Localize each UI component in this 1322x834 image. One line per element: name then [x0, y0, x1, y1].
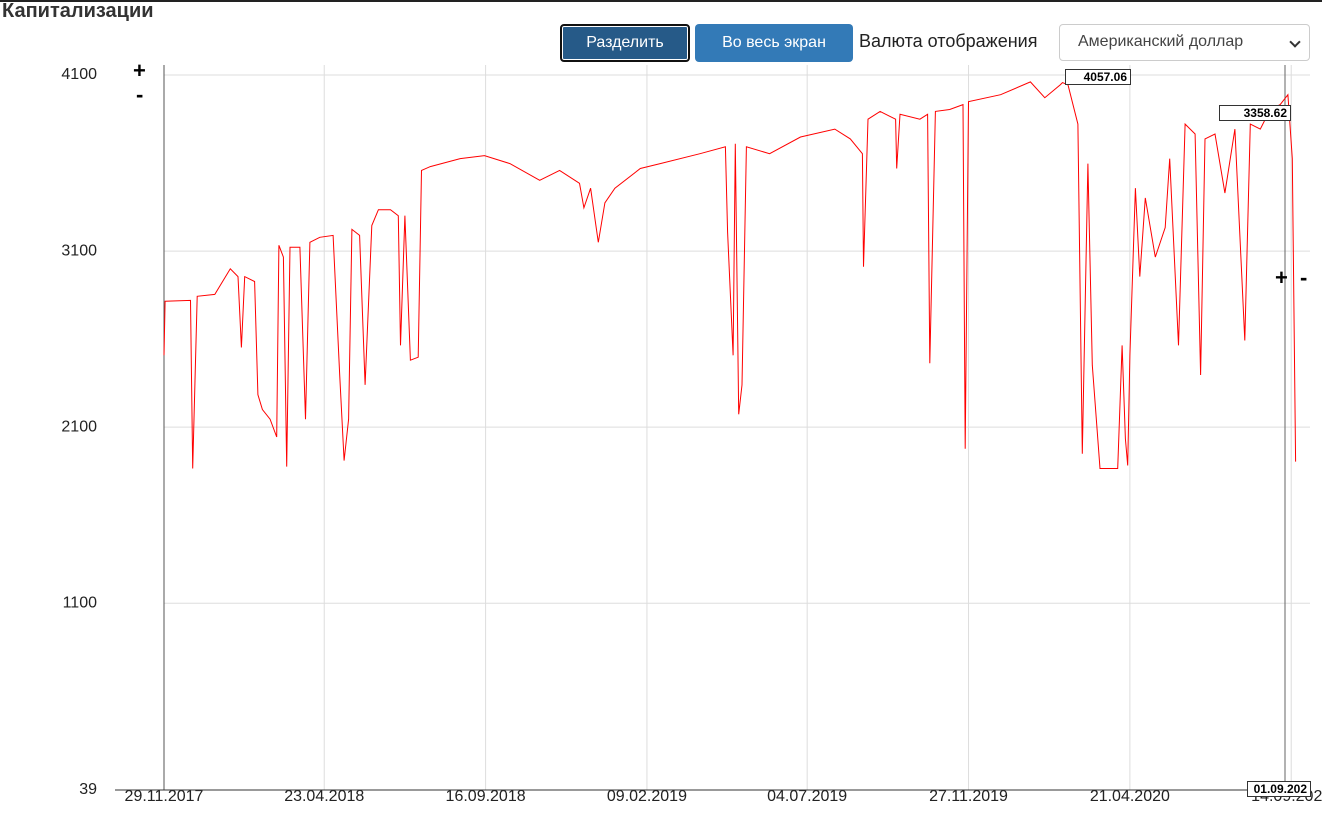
zoom-in[interactable]: +	[1275, 265, 1288, 290]
x-tick-label: 23.04.2018	[284, 788, 364, 805]
x-tick-label: 16.09.2018	[446, 788, 526, 805]
y-tick-label: 1100	[63, 594, 98, 611]
x-tick-label: 04.07.2019	[767, 788, 847, 805]
data-line	[163, 81, 1297, 469]
x-tick-label: 09.02.2019	[607, 788, 687, 805]
zoom-out[interactable]: -	[136, 82, 144, 107]
max-value-tag: 4057.06	[1065, 69, 1131, 85]
x-tick-label: 27.11.2019	[929, 788, 1008, 805]
cursor-value-tag: 3358.62	[1219, 105, 1291, 121]
y-tick-label: 4100	[61, 66, 97, 83]
x-tick-label: 29.11.2017	[125, 788, 204, 805]
y-tick-label: 3100	[61, 242, 97, 259]
fullscreen-button[interactable]: Во весь экран	[695, 24, 853, 62]
currency-select[interactable]: Американский доллар	[1059, 24, 1310, 61]
top-border	[0, 0, 1322, 2]
split-button[interactable]: Разделить	[560, 24, 690, 62]
zoom-out[interactable]: -	[1300, 265, 1308, 290]
cursor-date-tag: 01.09.202	[1247, 781, 1311, 797]
currency-label: Валюта отображения	[859, 31, 1038, 51]
zoom-in[interactable]: +	[133, 58, 146, 83]
y-tick-label: 39	[79, 781, 97, 798]
x-tick-label: 21.04.2020	[1090, 788, 1170, 805]
page-title: Капитализации	[2, 0, 154, 22]
y-tick-label: 2100	[61, 418, 97, 435]
